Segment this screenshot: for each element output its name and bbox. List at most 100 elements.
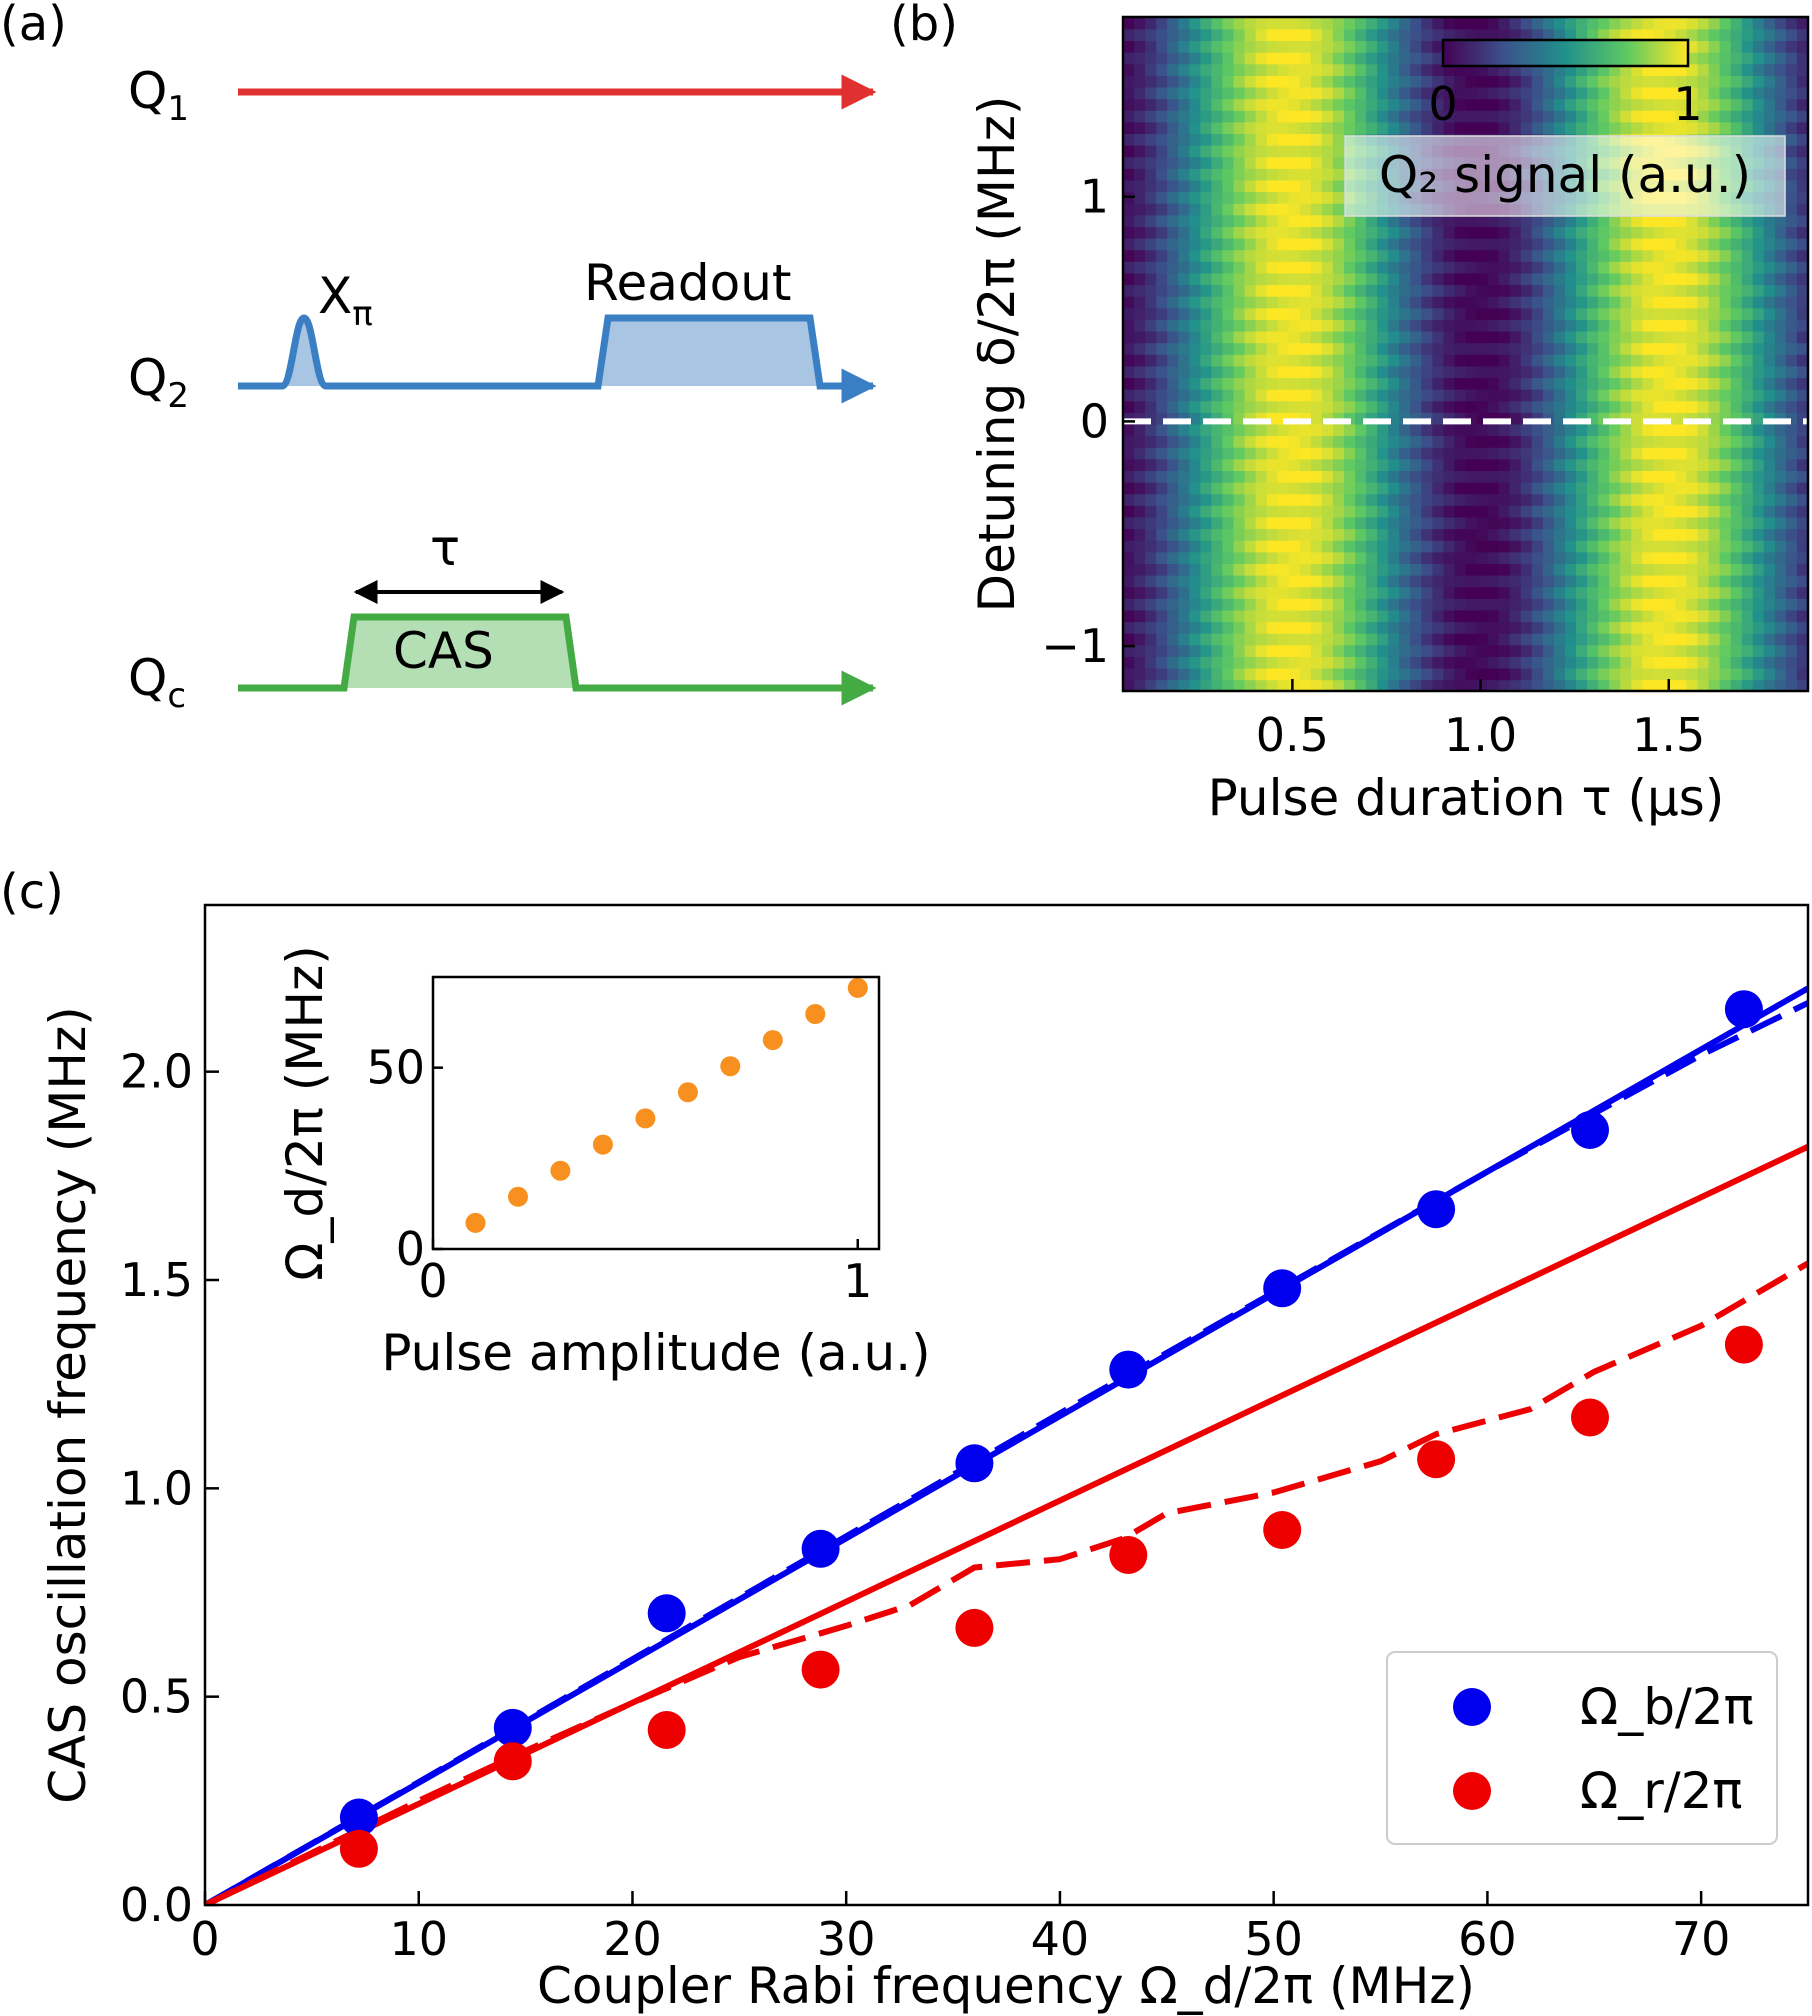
heatmap-cell (1233, 539, 1246, 553)
heatmap-cell (1167, 435, 1180, 448)
heatmap-cell (1255, 481, 1268, 495)
heatmap-cell (1664, 261, 1677, 274)
heatmap-cell (1299, 261, 1312, 274)
heatmap-cell (1785, 272, 1798, 286)
heatmap-cell (1266, 319, 1279, 332)
heatmap-cell (1752, 400, 1765, 413)
heatmap-cell (1785, 365, 1798, 379)
heatmap-cell (1587, 423, 1599, 437)
heatmap-cell (1310, 377, 1323, 390)
heatmap-cell (1266, 98, 1279, 111)
heatmap-cell (1697, 307, 1710, 320)
heatmap-cell (1377, 388, 1389, 402)
heatmap-cell (1432, 40, 1445, 53)
heatmap-cell (1255, 679, 1268, 692)
heatmap (1123, 17, 1809, 692)
heatmap-cell (1399, 272, 1412, 286)
heatmap-cell (1785, 470, 1798, 483)
heatmap-cell (1686, 598, 1699, 611)
heatmap-cell (1785, 226, 1798, 239)
heatmap-cell (1178, 144, 1191, 158)
heatmap-cell (1134, 284, 1146, 297)
heatmap-cell (1575, 400, 1588, 413)
heatmap-cell (1465, 214, 1478, 227)
heatmap-cell (1156, 156, 1168, 169)
heatmap-cell (1454, 109, 1467, 123)
heatmap-cell (1288, 667, 1301, 681)
heatmap-cell (1587, 249, 1599, 262)
heatmap-cell (1200, 574, 1213, 588)
heatmap-cell (1366, 319, 1378, 332)
heatmap-cell (1156, 249, 1168, 262)
heatmap-cell (1642, 249, 1655, 262)
heatmap-cell (1774, 400, 1787, 413)
heatmap-cell (1465, 98, 1478, 111)
heatmap-cell (1587, 28, 1599, 42)
heatmap-cell (1266, 133, 1279, 146)
heatmap-cell (1410, 551, 1423, 564)
heatmap-cell (1631, 679, 1644, 692)
heatmap-cell (1454, 365, 1467, 379)
heatmap-cell (1134, 63, 1146, 76)
heatmap-cell (1774, 75, 1787, 88)
heatmap-cell (1388, 75, 1401, 88)
heatmap-cell (1432, 75, 1445, 88)
heatmap-cell (1134, 539, 1146, 553)
heatmap-cell (1454, 528, 1467, 541)
heatmap-cell (1686, 679, 1699, 692)
heatmap-cell (1123, 17, 1135, 30)
heatmap-cell (1233, 330, 1246, 344)
heatmap-cell (1631, 377, 1644, 390)
heatmap-cell (1553, 656, 1566, 669)
heatmap-cell (1421, 214, 1434, 227)
heatmap-cell (1432, 319, 1445, 332)
heatmap-cell (1266, 191, 1279, 204)
heatmap-cell (1609, 446, 1621, 460)
heatmap-cell (1156, 109, 1168, 123)
heatmap-cell (1377, 632, 1389, 646)
heatmap-cell (1321, 17, 1334, 30)
data-point (647, 1594, 686, 1633)
heatmap-cell (1134, 505, 1146, 518)
main-ytick-label: 1.0 (120, 1461, 193, 1515)
heatmap-cell (1244, 412, 1257, 425)
heatmap-cell (1509, 121, 1522, 135)
heatmap-cell (1178, 516, 1191, 530)
heatmap-cell (1200, 86, 1213, 100)
heatmap-cell (1244, 284, 1257, 297)
heatmap-cell (1399, 40, 1412, 53)
heatmap-cell (1774, 214, 1787, 227)
heatmap-cell (1233, 63, 1246, 76)
heatmap-cell (1509, 226, 1522, 239)
heatmap-cell (1553, 261, 1566, 274)
main-xtick-label: 0 (190, 1912, 219, 1966)
heatmap-cell (1222, 609, 1235, 623)
heatmap-cell (1321, 156, 1334, 169)
heatmap-cell (1222, 237, 1235, 251)
heatmap-cell (1366, 86, 1378, 100)
heatmap-cell (1377, 295, 1389, 309)
heatmap-cell (1487, 17, 1500, 30)
heatmap-cell (1553, 667, 1566, 681)
heatmap-cell (1465, 516, 1478, 530)
heatmap-cell (1785, 481, 1798, 495)
heatmap-cell (1134, 144, 1146, 158)
heatmap-cell (1299, 28, 1312, 42)
heatmap-cell (1178, 17, 1191, 30)
heatmap-cell (1631, 319, 1644, 332)
heatmap-cell (1134, 388, 1146, 402)
heatmap-cell (1498, 63, 1511, 76)
heatmap-cell (1686, 551, 1699, 564)
heatmap-cell (1211, 168, 1224, 181)
heatmap-cell (1321, 86, 1334, 100)
heatmap-cell (1575, 412, 1588, 425)
heatmap-cell (1697, 284, 1710, 297)
heatmap-cell (1575, 586, 1588, 599)
heatmap-cell (1299, 214, 1312, 227)
heatmap-cell (1664, 377, 1677, 390)
heatmap-cell (1487, 446, 1500, 460)
heatmap-cell (1332, 481, 1345, 495)
heatmap-cell (1343, 354, 1356, 367)
heatmap-cell (1664, 551, 1677, 564)
heatmap-cell (1343, 551, 1356, 564)
